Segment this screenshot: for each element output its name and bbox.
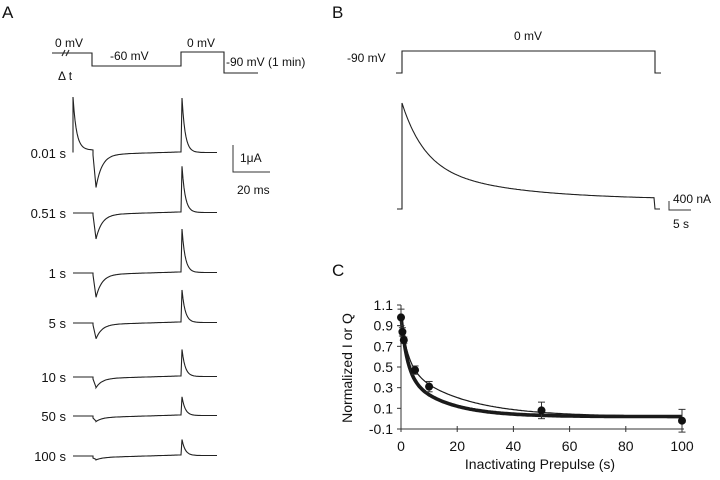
protocol-b-hold-label: -90 mV [347, 51, 386, 65]
trace-a: 0.51 s [31, 166, 217, 240]
x-tick-label: 80 [618, 438, 634, 454]
axis-break-icon [61, 49, 70, 57]
x-tick-label: 100 [670, 438, 694, 454]
x-tick-label: 60 [562, 438, 578, 454]
protocol-b-step-label: 0 mV [514, 29, 542, 43]
x-tick-label: 20 [449, 438, 465, 454]
point-marker [399, 336, 408, 345]
x-tick-label: 40 [506, 438, 522, 454]
point-marker [411, 366, 420, 375]
trace-label: 100 s [34, 449, 66, 464]
protocol-waveform-b [396, 50, 661, 74]
trace-a: 50 s [41, 396, 217, 424]
panel-label-a: A [2, 3, 14, 22]
scale-bar-a: 1μA 20 ms [232, 145, 270, 197]
current-trace [73, 289, 217, 340]
trace-a: 0.01 s [31, 96, 217, 188]
point-marker [397, 313, 405, 322]
trace-a: 5 s [49, 289, 217, 340]
panel-b-protocol: -90 mV 0 mV [347, 29, 661, 74]
trace-a: 100 s [34, 439, 217, 464]
trace-a: 1 s [49, 228, 217, 298]
data-point [397, 308, 405, 327]
scale-bar-b: 400 nA 5 s [668, 192, 711, 231]
trace-label: 10 s [41, 370, 66, 385]
protocol-step-label: -60 mV [110, 49, 149, 63]
current-trace [73, 439, 217, 461]
panel-label-c: C [332, 261, 344, 280]
trace-label: 50 s [41, 409, 66, 424]
panel-c-chart: 0 20 40 60 80 100 1.1 0.9 0.7 0.5 0.3 0.1 -0.1 Inact… [339, 297, 694, 472]
y-axis-label: Normalized I or Q [339, 313, 355, 423]
scale-bar-a-current: 1μA [240, 151, 262, 165]
fit-thick-curve [399, 316, 682, 419]
data-point [425, 380, 434, 393]
panel-label-b: B [332, 3, 343, 22]
current-trace [72, 96, 217, 188]
trace-label: 0.01 s [31, 146, 67, 161]
current-trace [73, 396, 217, 423]
protocol-test-label: 0 mV [187, 36, 215, 50]
chart-axes: 0 20 40 60 80 100 1.1 0.9 0.7 0.5 0.3 0.1 -0.1 [369, 297, 694, 454]
chart-fits [399, 316, 683, 419]
protocol-delta-t-label: Δ t [58, 69, 73, 83]
scale-bar-a-lines [232, 145, 270, 173]
protocol-hold-label: -90 mV (1 min) [226, 55, 305, 69]
current-trace [73, 349, 217, 390]
trace-label: 1 s [49, 266, 67, 281]
trace-label: 0.51 s [31, 206, 67, 221]
scale-bar-b-current: 400 nA [673, 192, 711, 206]
chart-points [397, 308, 686, 433]
current-trace [73, 228, 217, 298]
y-tick-label: -0.1 [369, 421, 393, 437]
protocol-pre-label: 0 mV [55, 36, 83, 50]
panel-b-current-trace [397, 102, 660, 210]
y-tick-label: 0.9 [374, 318, 394, 334]
x-tick-label: 0 [397, 438, 405, 454]
y-tick-label: 0.3 [374, 380, 394, 396]
data-point [537, 401, 546, 420]
data-point [398, 327, 407, 337]
panel-a-traces: 0.01 s 0.51 s 1 s 5 s 10 s 50 s 100 s [31, 96, 217, 464]
scale-bar-a-time: 20 ms [237, 183, 270, 197]
x-axis-label: Inactivating Prepulse (s) [465, 456, 615, 472]
data-point [411, 365, 420, 375]
y-tick-label: 0.5 [374, 359, 394, 375]
trace-label: 5 s [49, 316, 67, 331]
data-point [678, 408, 686, 433]
trace-a: 10 s [41, 349, 217, 390]
panel-a-protocol: 0 mV Δ t -60 mV 0 mV -90 mV (1 min) [52, 36, 305, 83]
scale-bar-b-lines [668, 201, 691, 211]
protocol-waveform-a [52, 51, 258, 74]
y-tick-label: 1.1 [374, 297, 394, 313]
point-marker [398, 327, 407, 336]
scale-bar-b-time: 5 s [673, 217, 689, 231]
point-marker [537, 406, 546, 415]
y-tick-label: 0.1 [374, 400, 394, 416]
data-point [399, 336, 408, 345]
current-trace [73, 166, 217, 240]
point-marker [678, 416, 686, 425]
point-marker [425, 382, 434, 391]
y-tick-label: 0.7 [374, 338, 394, 354]
